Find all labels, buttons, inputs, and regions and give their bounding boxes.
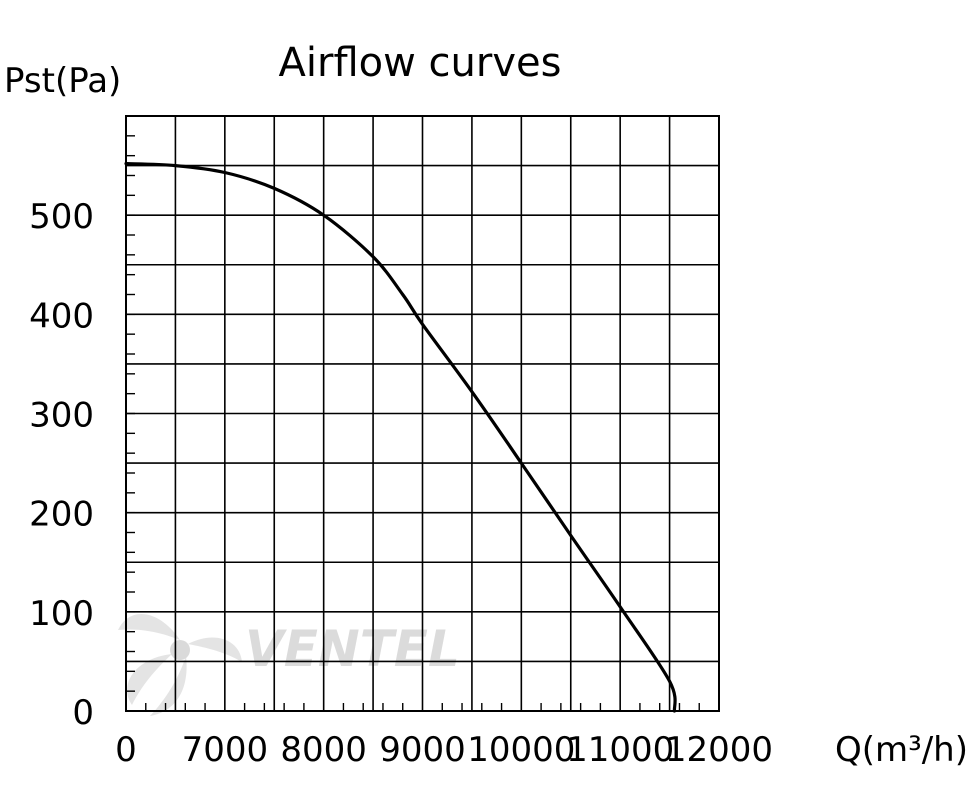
x-tick-label: 7000 <box>182 730 269 770</box>
x-tick-label: 0 <box>115 730 137 770</box>
y-tick-label: 200 <box>29 495 94 535</box>
fan-icon <box>118 613 242 716</box>
x-tick-label: 11000 <box>566 730 674 770</box>
y-axis-label: Pst(Pa) <box>4 61 121 101</box>
y-tick-label: 400 <box>29 296 94 336</box>
y-tick-labels: 0 100 200 300 400 500 <box>29 197 94 733</box>
y-tick-label: 100 <box>29 594 94 634</box>
chart-grid <box>126 116 719 711</box>
y-tick-label: 300 <box>29 396 94 436</box>
x-tick-label: 10000 <box>467 730 575 770</box>
x-tick-label: 12000 <box>665 730 773 770</box>
y-tick-label: 0 <box>72 693 94 733</box>
x-axis-label: Q(m³/h) <box>835 730 968 770</box>
y-tick-label: 500 <box>29 197 94 237</box>
airflow-curve-line <box>124 162 677 713</box>
watermark-logo: VENTEL <box>118 613 460 716</box>
plot-frame <box>125 115 720 712</box>
x-tick-label: 9000 <box>379 730 466 770</box>
watermark-text: VENTEL <box>245 620 460 678</box>
x-tick-label: 8000 <box>280 730 367 770</box>
chart-title: Airflow curves <box>279 40 562 86</box>
